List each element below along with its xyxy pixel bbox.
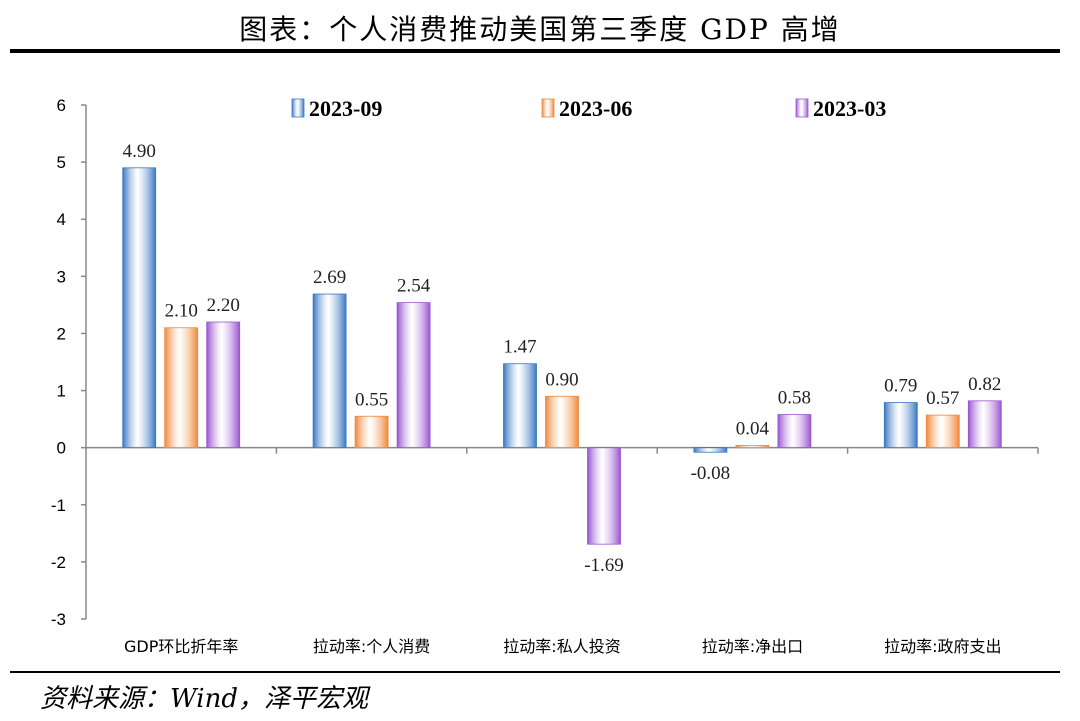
y-tick-label: 4: [57, 210, 66, 229]
bar: [693, 447, 728, 453]
legend-label: 2023-09: [309, 96, 382, 121]
bar: [587, 447, 621, 545]
bottom-rule: [10, 671, 1060, 673]
top-rule: [10, 49, 1060, 53]
source-note: 资料来源：Wind，泽平宏观: [40, 684, 368, 714]
data-label: 0.79: [884, 376, 917, 397]
data-label: 0.57: [926, 388, 959, 409]
data-label: -1.69: [584, 555, 624, 576]
bar: [967, 400, 1002, 449]
bar: [164, 327, 199, 449]
bar: [545, 395, 579, 449]
legend-swatch: [291, 98, 305, 118]
data-label: 2.69: [313, 267, 346, 288]
data-label: 2.20: [207, 295, 240, 316]
data-label: 0.82: [968, 374, 1001, 395]
data-label: 1.47: [503, 337, 536, 358]
bar: [206, 321, 241, 449]
y-tick-label: 6: [57, 96, 66, 115]
y-tick-label: 5: [57, 153, 66, 172]
category-label: 拉动率:私人投资: [503, 637, 620, 656]
data-label: 0.90: [545, 369, 578, 390]
y-tick-label: 3: [57, 267, 66, 286]
bar: [354, 415, 389, 449]
legend-swatch: [795, 98, 809, 118]
y-tick-label: -3: [51, 610, 66, 629]
bar: [312, 293, 347, 449]
category-label: 拉动率:净出口: [702, 637, 803, 656]
y-tick-label: -1: [51, 496, 66, 515]
data-label: 2.54: [397, 276, 431, 297]
bar: [925, 414, 960, 449]
y-tick-label: 2: [57, 324, 66, 343]
y-tick-label: 1: [57, 382, 66, 401]
category-label: 拉动率:个人消费: [313, 637, 430, 656]
bar: [735, 444, 770, 449]
bar: [122, 167, 157, 449]
legend-label: 2023-03: [813, 96, 886, 121]
y-tick-label: 0: [57, 439, 66, 458]
bar: [777, 414, 812, 449]
chart-title: 图表：个人消费推动美国第三季度 GDP 高增: [239, 13, 841, 46]
category-label: 拉动率:政府支出: [884, 637, 1001, 656]
category-label: GDP环比折年率: [124, 637, 238, 656]
legend-label: 2023-06: [559, 96, 632, 121]
bar: [503, 363, 537, 449]
data-label: 2.10: [165, 301, 198, 322]
data-label: 0.55: [355, 389, 388, 410]
bar: [396, 302, 431, 449]
y-tick-label: -2: [51, 553, 66, 572]
legend-swatch: [541, 98, 555, 118]
bar: [883, 402, 918, 449]
data-label: 0.58: [778, 388, 811, 409]
data-label: 0.04: [736, 418, 770, 439]
data-label: -0.08: [691, 463, 731, 484]
data-label: 4.90: [123, 141, 156, 162]
